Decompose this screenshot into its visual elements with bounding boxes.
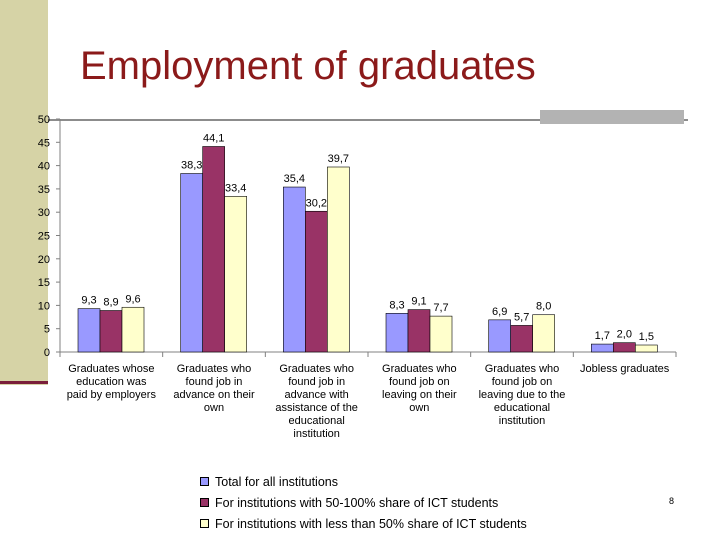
y-tick-label: 10 [38, 300, 50, 312]
chart-axes: 0 5 10 15 20 25 30 35 40 45 50 [38, 114, 677, 359]
bar-series-3-cat-1 [121, 306, 145, 353]
legend-item-ict-minority: For institutions with less than 50% shar… [200, 513, 527, 534]
bar-series-1-cat-2 [180, 173, 203, 353]
bar-series-2-cat-2 [202, 146, 225, 353]
y-tick-label: 40 [38, 161, 50, 173]
bar-series-1-cat-4 [385, 313, 409, 353]
bar-series-1-cat-6 [591, 343, 614, 353]
legend-label-total: Total for all institutions [215, 474, 338, 489]
y-tick-label: 5 [44, 324, 50, 336]
x-category-label: Graduates who found job on leaving on thei… [382, 363, 457, 414]
legend-item-ict-majority: For institutions with 50-100% share of I… [200, 492, 527, 513]
x-category-label-line: advance with [285, 389, 349, 401]
x-category-label-line: own [409, 402, 429, 414]
legend-label-ict-majority: For institutions with 50-100% share of I… [215, 495, 499, 510]
x-category-label-line: Graduates who [382, 363, 457, 375]
x-category-label: Jobless graduates [580, 363, 670, 375]
data-label: 39,7 [328, 153, 349, 165]
y-tick-label: 0 [44, 347, 50, 359]
y-tick-label: 50 [38, 114, 50, 126]
legend-item-total: Total for all institutions [200, 471, 527, 492]
x-category-label-line: advance on their [173, 389, 255, 401]
x-category-label-line: Graduates who [485, 363, 560, 375]
chart-category-labels: Graduates whose education was paid by empl… [67, 363, 670, 440]
bar-series-1-cat-3 [283, 186, 306, 353]
x-category-label-line: Graduates who [279, 363, 354, 375]
x-category-label-line: found job in [186, 376, 243, 388]
data-label: 8,3 [389, 299, 404, 311]
data-label: 8,9 [103, 297, 118, 309]
data-label: 1,7 [595, 330, 610, 342]
title-divider-block [540, 110, 684, 124]
chart-bars [77, 146, 658, 353]
chart-legend: Total for all institutions For instituti… [200, 471, 527, 534]
legend-swatch-ict-minority [200, 519, 209, 528]
bar-series-1-cat-5 [488, 319, 511, 353]
x-category-label: Graduates whose education was paid by empl… [67, 363, 157, 401]
bar-series-2-cat-4 [407, 309, 431, 353]
x-category-label-line: Graduates who [177, 363, 252, 375]
x-category-label-line: leaving due to the [479, 389, 566, 401]
left-band-accent-line [0, 381, 48, 384]
title-divider-line [48, 119, 688, 121]
y-tick-label: 30 [38, 207, 50, 219]
data-label: 30,2 [306, 197, 327, 209]
data-label: 9,1 [411, 296, 426, 308]
bar-series-3-cat-3 [327, 166, 350, 353]
bar-series-2-cat-5 [510, 325, 533, 353]
data-label: 5,7 [514, 311, 529, 323]
legend-label-ict-minority: For institutions with less than 50% shar… [215, 516, 527, 531]
legend-swatch-ict-majority [200, 498, 209, 507]
data-label: 44,1 [203, 132, 224, 144]
x-category-label-line: educational [289, 415, 345, 427]
x-category-label: Graduates who found job on leaving due to … [479, 363, 566, 427]
data-label: 1,5 [639, 331, 654, 343]
x-category-label-line: education was [76, 376, 147, 388]
x-category-label-line: educational [494, 402, 550, 414]
x-category-label-line: own [204, 402, 224, 414]
data-label: 35,4 [284, 173, 305, 185]
data-label: 9,6 [125, 293, 140, 305]
data-label: 6,9 [492, 306, 507, 318]
legend-swatch-total [200, 477, 209, 486]
data-label: 9,3 [81, 295, 96, 307]
x-category-label-line: leaving on their [382, 389, 457, 401]
slide-title: Employment of graduates [80, 44, 536, 88]
data-label: 7,7 [433, 302, 448, 314]
x-category-label-line: paid by employers [67, 389, 157, 401]
x-category-label-line: assistance of the [275, 402, 358, 414]
bar-series-3-cat-5 [532, 314, 555, 353]
x-category-label-line: institution [293, 428, 339, 440]
data-label: 38,3 [181, 160, 202, 172]
bar-series-2-cat-3 [305, 210, 328, 353]
bar-series-2-cat-6 [613, 342, 636, 353]
x-category-label-line: Jobless graduates [580, 363, 670, 375]
bar-series-1-cat-1 [77, 308, 101, 353]
x-category-label: Graduates who found job in advance on thei… [173, 363, 255, 414]
data-label: 8,0 [536, 301, 551, 313]
y-tick-label: 35 [38, 184, 50, 196]
left-decorative-band [0, 0, 48, 385]
data-label: 2,0 [617, 329, 632, 341]
data-label: 33,4 [225, 182, 246, 194]
bar-series-3-cat-4 [429, 315, 453, 353]
chart-data-labels: 9,3 38,3 35,4 8,3 6,9 1,7 8,9 44,1 30,2 9,1 5,7 2,0… [81, 132, 654, 343]
x-category-label-line: institution [499, 415, 545, 427]
x-category-label-line: Graduates whose [68, 363, 154, 375]
x-category-label-line: found job on [492, 376, 553, 388]
bar-series-3-cat-6 [635, 344, 658, 353]
page-number: 8 [669, 496, 675, 506]
y-tick-label: 20 [38, 254, 50, 266]
bar-series-3-cat-2 [224, 196, 247, 353]
x-category-label-line: found job on [389, 376, 450, 388]
y-tick-label: 25 [38, 231, 50, 243]
bar-series-2-cat-1 [99, 310, 123, 353]
x-category-label-line: found job in [288, 376, 345, 388]
x-category-label: Graduates who found job in advance with ass… [275, 363, 358, 440]
y-tick-label: 45 [38, 137, 50, 149]
y-tick-label: 15 [38, 277, 50, 289]
